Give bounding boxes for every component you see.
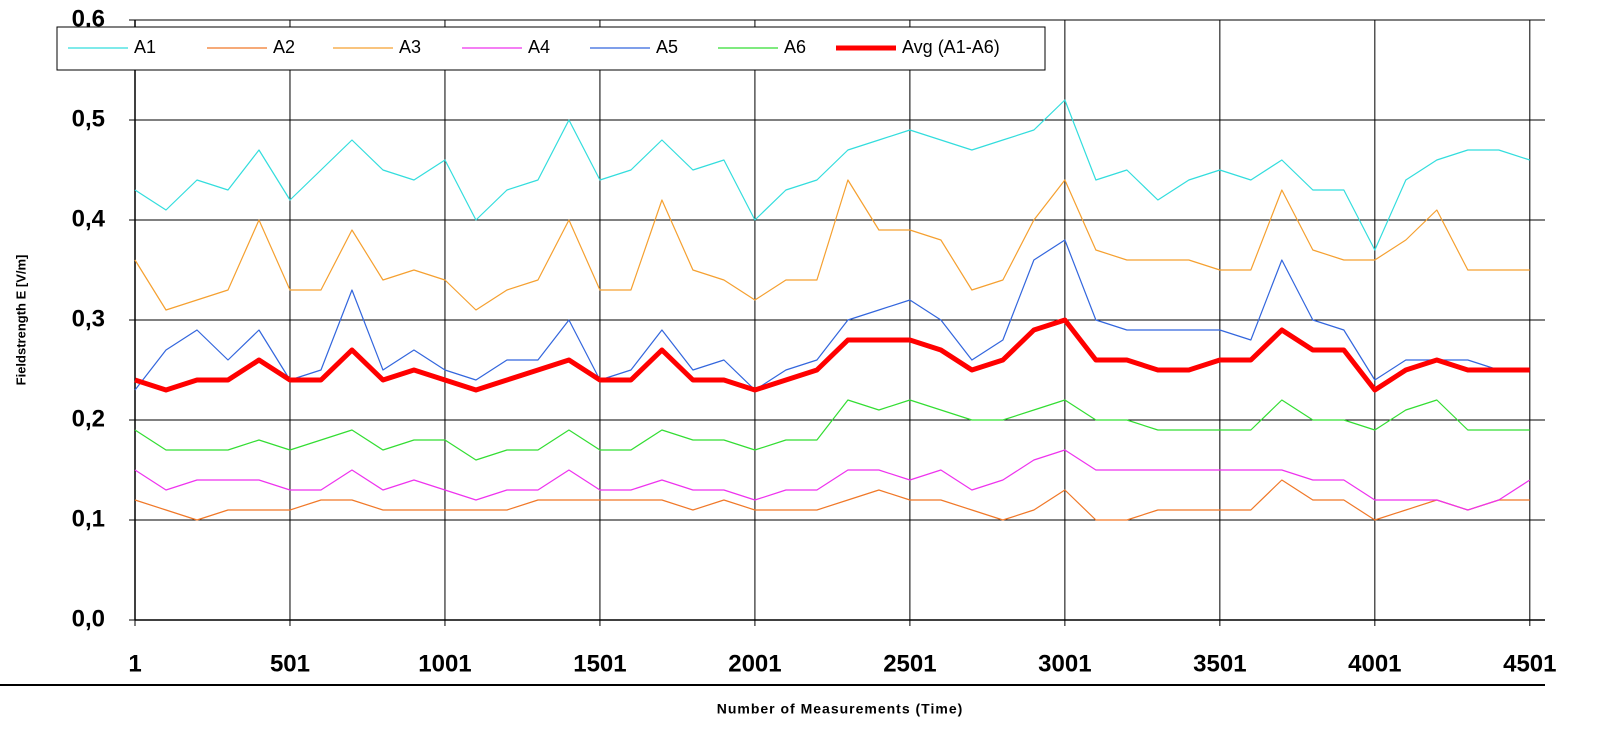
legend-label: A2 — [273, 37, 295, 57]
legend-box — [56, 26, 1046, 71]
x-tick-label: 4001 — [1348, 650, 1401, 677]
x-tick-label: 4501 — [1503, 650, 1556, 677]
series-line — [134, 479, 1530, 521]
y-tick-label: 0,0 — [72, 605, 105, 632]
series-line — [134, 99, 1530, 251]
x-tick-label: 3001 — [1038, 650, 1091, 677]
x-tick-label: 1 — [128, 650, 141, 677]
x-tick-label: 2001 — [728, 650, 781, 677]
x-tick-label: 1501 — [573, 650, 626, 677]
x-tick-label: 3501 — [1193, 650, 1246, 677]
series-line — [134, 239, 1530, 391]
legend-label: A5 — [656, 37, 678, 57]
legend-label: A6 — [784, 37, 806, 57]
x-axis-title: Number of Measurements (Time) — [717, 701, 964, 717]
legend-label: A1 — [134, 37, 156, 57]
legend-label: A4 — [528, 37, 550, 57]
x-tick-label: 501 — [270, 650, 310, 677]
y-tick-label: 0,2 — [72, 405, 105, 432]
x-tick-label: 2501 — [883, 650, 936, 677]
y-tick-label: 0,3 — [72, 305, 105, 332]
series-line — [134, 449, 1531, 511]
y-tick-label: 0,5 — [72, 105, 105, 132]
series-line — [134, 399, 1530, 461]
legend-label: Avg (A1-A6) — [902, 37, 1000, 57]
y-axis-title: Fieldstrength E [V/m] — [13, 255, 28, 386]
y-tick-label: 0,4 — [72, 205, 106, 232]
legend-label: A3 — [399, 37, 421, 57]
series-line — [134, 317, 1530, 393]
x-tick-label: 1001 — [418, 650, 471, 677]
y-tick-label: 0,1 — [72, 505, 105, 532]
series-line — [134, 179, 1530, 311]
